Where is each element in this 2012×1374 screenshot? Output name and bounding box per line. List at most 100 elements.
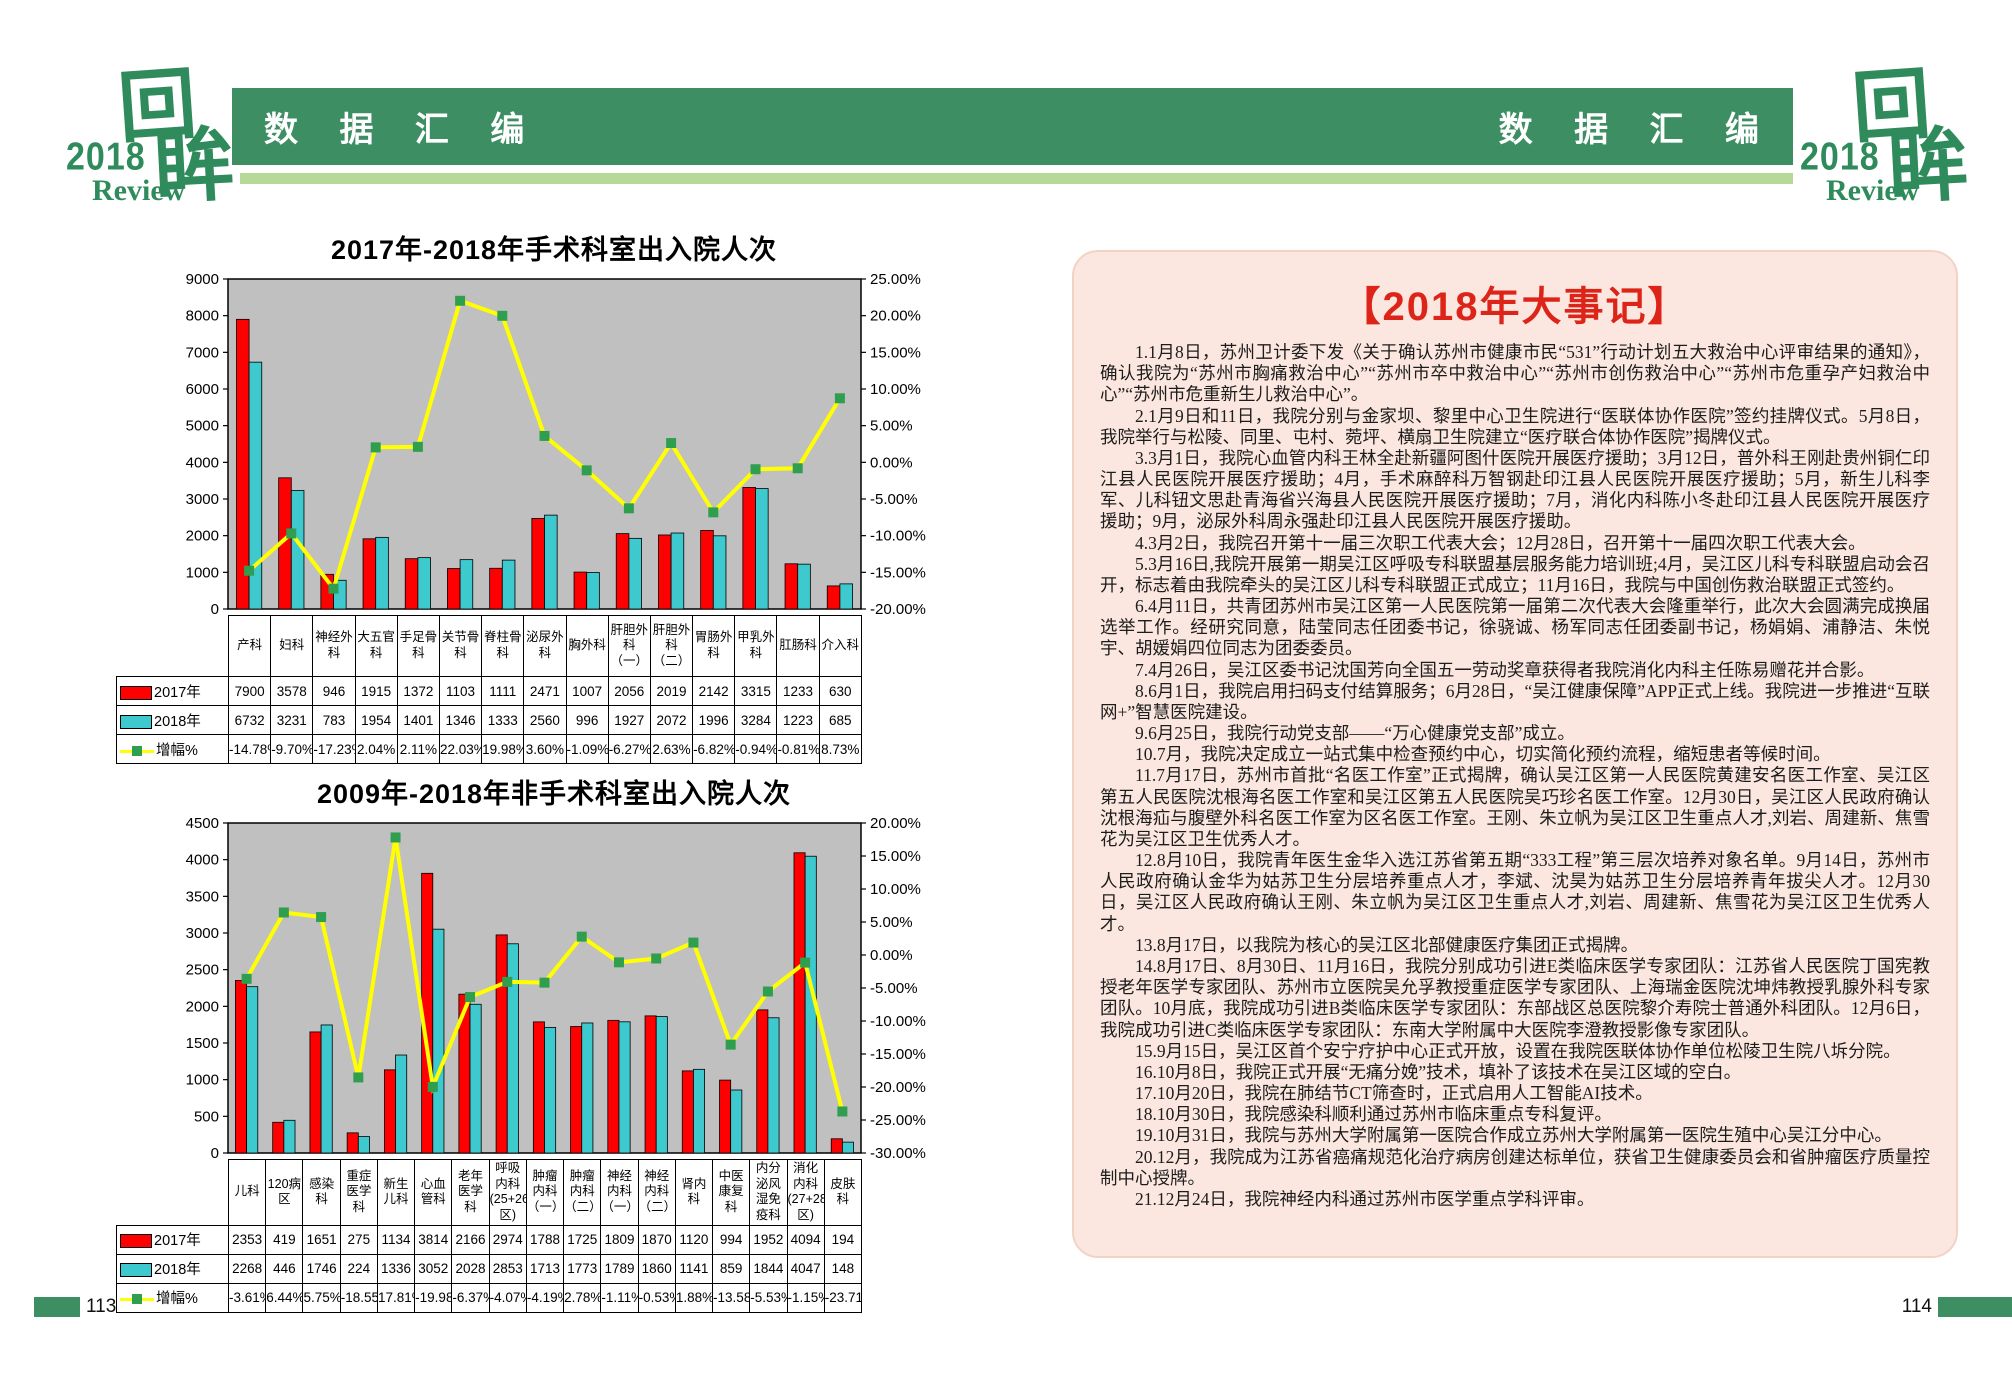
value-cell: -4.07%	[488, 1282, 527, 1313]
section-title-left: 数 据 汇 编	[264, 111, 541, 149]
chart-data-table: 儿科 120病区 感染科 重症医学科 新生儿科 心血管科 老年医学科 呼吸内科(25+26区)…	[98, 1159, 950, 1313]
page-number-bar	[34, 1297, 80, 1317]
value-cell: 2028	[451, 1253, 490, 1284]
value-cell: -5.53%	[749, 1282, 788, 1313]
page-number-right: 114	[1896, 1296, 2012, 1318]
event-item: 8.6月1日，我院启用扫码支付结算服务；6月28日，“吴江健康保障”APP正式上…	[1100, 680, 1930, 722]
value-cell: 2166	[451, 1224, 490, 1255]
event-item: 17.10月20日，我院在肺结节CT筛查时，正式启用人工智能AI技术。	[1135, 1083, 1653, 1104]
events-body: 1.1月8日，苏州卫计委下发《关于确认苏州市健康市民“531”行动计划五大救治中…	[1100, 342, 1930, 1210]
right-axis-tick: -15.00%	[870, 564, 926, 581]
table-row: 2018年 6732 3231 783 1954 1401 1346 1333 2560 996 1…	[116, 705, 862, 735]
value-cell: 7900	[227, 676, 272, 706]
legend-swatch-2017-icon	[120, 685, 152, 700]
series-name: 增幅%	[156, 742, 198, 759]
right-axis-tick: 20.00%	[870, 817, 921, 832]
logo-word-review: Review	[92, 174, 186, 207]
right-axis-tick: 10.00%	[870, 381, 921, 398]
value-cell: 1134	[376, 1224, 416, 1255]
event-item: 19.10月31日，我院与苏州大学附属第一医院合作成立苏州大学附属第一医院生殖中…	[1135, 1125, 1892, 1146]
table-row: 2017年 2353 419 1651 275 1134 3814 2166 2974 1788 1…	[116, 1224, 862, 1255]
legend-growth-line-icon	[120, 745, 154, 757]
event-item: 13.8月17日，以我院为核心的吴江区北部健康医疗集团正式揭牌。	[1135, 934, 1639, 955]
value-cell: 3284	[734, 705, 778, 735]
series-name: 增幅%	[156, 1291, 198, 1307]
value-cell: 6732	[227, 705, 272, 735]
value-cell: 1844	[749, 1253, 788, 1284]
right-axis-tick: -5.00%	[870, 491, 918, 508]
value-cell: 419	[265, 1224, 304, 1255]
svg-text:0: 0	[211, 601, 219, 615]
value-cell: -6.37%	[451, 1282, 490, 1313]
right-axis-tick: 0.00%	[870, 947, 913, 964]
value-cell: -17.23%	[312, 734, 356, 764]
value-cell: 1333	[481, 705, 525, 735]
value-cell: 2.78%	[563, 1282, 602, 1313]
event-item: 20.12月，我院成为江苏省癌痛规范化治疗病房创建达标单位，获省卫生健康委员会和…	[1100, 1146, 1930, 1188]
category-header: 介入科	[818, 615, 862, 677]
event-item: 18.10月30日，我院感染科顺利通过苏州市临床重点专科复评。	[1135, 1104, 1612, 1125]
value-cell: 2142	[692, 676, 736, 706]
value-cell: 1141	[674, 1253, 714, 1284]
category-header: 肝胆外科（一）	[607, 615, 651, 677]
legend-cell: 2017年	[116, 676, 229, 706]
value-cell: -6.27%	[607, 734, 651, 764]
page-number-bar	[1938, 1297, 2012, 1317]
value-cell: 1954	[354, 705, 398, 735]
svg-text:5000: 5000	[186, 418, 219, 435]
legend-cell: 增幅%	[116, 1282, 229, 1313]
value-cell: 19.98%	[481, 734, 525, 764]
review-2018-logo: 回 眸 2018 Review	[1800, 50, 1978, 215]
table-row: 增幅% -3.61%6.44%5.75%-18.5517.81%-19.98-6.…	[116, 1282, 862, 1313]
value-cell: -19.98	[414, 1282, 453, 1313]
event-item: 7.4月26日，吴江区委书记沈国芳向全国五一劳动奖章获得者我院消化内科主任陈易赠…	[1135, 659, 1875, 680]
event-item: 2.1月9日和11日，我院分别与金家坝、黎里中心卫生院进行“医联体协作医院”签约…	[1100, 405, 1930, 447]
series-name: 2017年	[154, 684, 201, 701]
table-row: 2018年 2268 446 1746 224 1336 3052 2028 2853 1713 1…	[116, 1253, 862, 1284]
svg-text:3000: 3000	[186, 491, 219, 508]
value-cell: 2853	[488, 1253, 527, 1284]
svg-text:4500: 4500	[186, 817, 219, 832]
value-cell: 446	[265, 1253, 304, 1284]
right-axis-tick: 20.00%	[870, 308, 921, 325]
value-cell: 3814	[414, 1224, 453, 1255]
event-item: 16.10月8日，我院正式开展“无痛分娩”技术，填补了该技术在吴江区域的空白。	[1135, 1061, 1742, 1082]
category-header: 内分泌风湿免疫科	[749, 1159, 788, 1226]
right-axis-tick: 5.00%	[870, 418, 913, 435]
svg-text:3500: 3500	[186, 888, 219, 905]
value-cell: 1789	[600, 1253, 639, 1284]
category-header: 手足骨科	[396, 615, 440, 677]
svg-text:1000: 1000	[186, 1072, 219, 1089]
category-header: 神经外科	[312, 615, 356, 677]
value-cell: 994	[712, 1224, 751, 1255]
category-header: 肿瘤内科（二）	[563, 1159, 602, 1226]
svg-text:0: 0	[211, 1145, 219, 1159]
header-accent-strip	[240, 173, 1793, 184]
event-item: 9.6月25日，我院行动党支部——“万心健康党支部”成立。	[1135, 723, 1575, 744]
table-row: 增幅% -14.78%-9.70%-17.23%2.04%2.11%22.03%1…	[116, 734, 862, 764]
category-header: 肿瘤内科（一）	[525, 1159, 565, 1226]
event-item: 6.4月11日，共青团苏州市吴江区第一人民医院第一届第二次代表大会隆重举行，此次…	[1100, 596, 1930, 659]
page-number-value: 114	[1901, 1296, 1932, 1317]
value-cell: 996	[565, 705, 609, 735]
category-header: 胃肠外科	[692, 615, 736, 677]
category-header: 中医康复科	[712, 1159, 751, 1226]
value-cell: 783	[312, 705, 356, 735]
svg-text:4000: 4000	[186, 454, 219, 471]
right-axis-tick: -25.00%	[870, 1112, 926, 1129]
value-cell: 2353	[227, 1224, 267, 1255]
event-item: 10.7月，我院决定成立一站式集中检查预约中心，切实简化预约流程，缩短患者等候时…	[1135, 744, 1831, 765]
value-cell: 3578	[270, 676, 314, 706]
value-cell: 1746	[302, 1253, 341, 1284]
chart-plot: 0 1000 2000 3000 4000 5000 6000 7000 8000 9000 -20…	[186, 273, 926, 615]
value-cell: 1952	[749, 1224, 788, 1255]
value-cell: -14.78%	[227, 734, 272, 764]
category-header: 胸外科	[565, 615, 609, 677]
value-cell: 2019	[649, 676, 694, 706]
value-cell: 1.88%	[674, 1282, 714, 1313]
value-cell: -13.58	[712, 1282, 751, 1313]
event-item: 14.8月17日、8月30日、11月16日，我院分别成功引进E类临床医学专家团队…	[1100, 955, 1930, 1040]
value-cell: 1007	[565, 676, 609, 706]
value-cell: 946	[312, 676, 356, 706]
legend-swatch-2018-icon	[120, 1263, 152, 1278]
